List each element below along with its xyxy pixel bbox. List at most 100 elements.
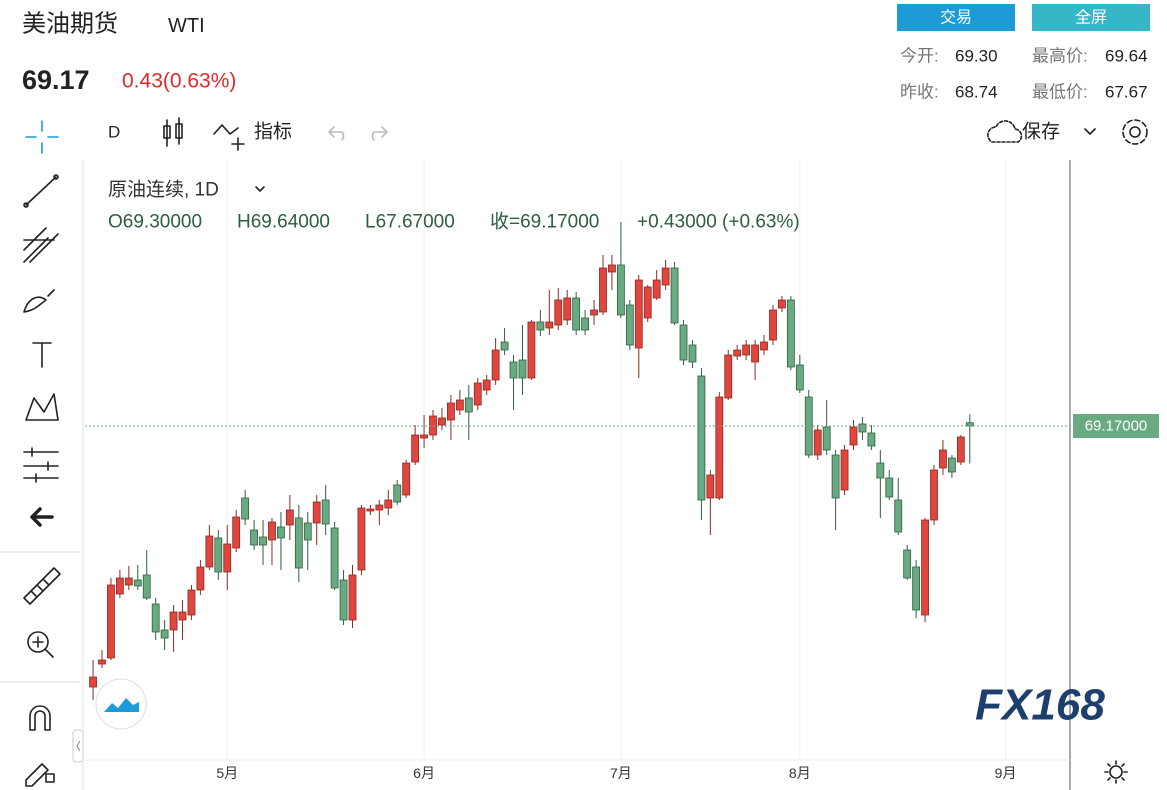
candle-body	[366, 508, 375, 512]
trade-label[interactable]: 交易	[940, 9, 972, 27]
legend-low: L67.67000	[365, 212, 455, 233]
crosshair-tool[interactable]	[25, 120, 59, 154]
candle-body	[169, 611, 178, 631]
legend-close: 收=69.17000	[490, 211, 599, 233]
drawing-tools[interactable]	[23, 174, 61, 787]
trade-button[interactable]	[897, 4, 1015, 31]
candle-body	[921, 519, 929, 616]
collapse-arrow[interactable]	[76, 740, 81, 752]
candle-body	[572, 297, 581, 331]
candle-body	[115, 577, 124, 595]
price: 69.17	[22, 65, 90, 95]
candle-body	[894, 499, 903, 533]
candle-body	[160, 629, 169, 639]
candle-body	[706, 474, 715, 499]
candle-body	[545, 321, 554, 329]
candle-body	[849, 426, 858, 446]
candle-body	[277, 526, 285, 539]
axis-settings[interactable]	[1104, 760, 1128, 784]
candle-body	[98, 659, 106, 665]
legend-values: O69.30000 H69.64000 L67.67000 收=69.17000…	[108, 211, 800, 233]
x-tick-label: 8月	[789, 765, 811, 781]
candle-body	[688, 344, 697, 363]
candle-body	[348, 574, 357, 621]
stat-value: 69.30	[955, 47, 998, 66]
candle-body	[151, 603, 160, 633]
candle-body	[778, 299, 786, 309]
candle-body	[742, 344, 751, 356]
candle-body	[357, 507, 366, 571]
candle-body	[402, 462, 411, 496]
candle-body	[634, 279, 643, 349]
stat-value: 67.67	[1105, 83, 1148, 102]
candle-body	[885, 477, 894, 498]
candle-body	[724, 354, 733, 399]
candle-body	[500, 341, 509, 351]
candle-body	[312, 501, 321, 524]
candle-body	[518, 359, 527, 379]
candle-body	[214, 537, 223, 573]
title: 美油期货	[22, 11, 118, 38]
stat-value: 69.64	[1105, 47, 1148, 66]
candle-body	[912, 566, 921, 611]
save[interactable]: 保存	[1022, 121, 1060, 143]
candle-body	[554, 299, 563, 326]
candle-body	[438, 417, 446, 426]
candle-body	[205, 535, 214, 568]
plot	[85, 160, 1070, 760]
legend-menu[interactable]	[255, 186, 265, 192]
candle-body	[786, 299, 795, 368]
x-tick-label: 5月	[216, 765, 238, 781]
candle-body	[599, 267, 607, 313]
candle-body	[661, 267, 670, 286]
undo-redo[interactable]	[328, 126, 388, 141]
cloud-icon[interactable]	[987, 120, 1023, 143]
watermark: FX168	[975, 681, 1105, 730]
candle-body	[831, 454, 840, 499]
candle-body	[223, 543, 232, 573]
chart-type[interactable]	[163, 117, 183, 147]
candle-body	[733, 349, 742, 357]
candle-body	[250, 529, 258, 546]
candle-body	[563, 297, 572, 321]
candle-body	[939, 449, 947, 469]
candle-body	[464, 397, 473, 413]
candle-body	[751, 344, 759, 363]
logo-button[interactable]	[95, 678, 147, 730]
collapse-tab[interactable]	[72, 729, 84, 763]
candle-body	[715, 396, 724, 499]
candle-body	[196, 566, 205, 591]
candle-body	[590, 309, 598, 316]
stat-label: 最高价:	[1032, 47, 1088, 66]
candle-body	[420, 434, 428, 439]
candle-body	[760, 341, 768, 351]
indicator-icon[interactable]	[213, 124, 245, 151]
candle-body	[107, 584, 115, 659]
x-tick-label: 7月	[610, 765, 632, 781]
candle-body	[482, 379, 491, 391]
stat-label: 昨收:	[900, 83, 939, 102]
stat-label: 今开:	[900, 47, 939, 66]
logo-icon[interactable]	[104, 698, 139, 712]
indicators[interactable]: 指标	[254, 121, 292, 143]
interval[interactable]: D	[108, 123, 120, 142]
save-menu[interactable]	[1084, 128, 1096, 135]
candle-body	[447, 402, 455, 421]
candle-body	[840, 449, 849, 491]
candle-body	[769, 309, 777, 341]
candle-body	[178, 611, 187, 621]
settings[interactable]	[1122, 119, 1148, 145]
candle-body	[858, 423, 867, 433]
candle-body	[268, 521, 276, 541]
candle-body	[625, 304, 634, 346]
symbol: WTI	[168, 15, 205, 37]
candle-body	[536, 321, 545, 331]
candle-body	[652, 279, 661, 299]
fullscreen-button[interactable]	[1032, 4, 1150, 31]
fullscreen-label[interactable]: 全屏	[1075, 9, 1107, 27]
candle-body	[903, 549, 912, 579]
candle-body	[509, 361, 518, 379]
candle-body	[697, 375, 706, 501]
candle-body	[232, 516, 241, 549]
